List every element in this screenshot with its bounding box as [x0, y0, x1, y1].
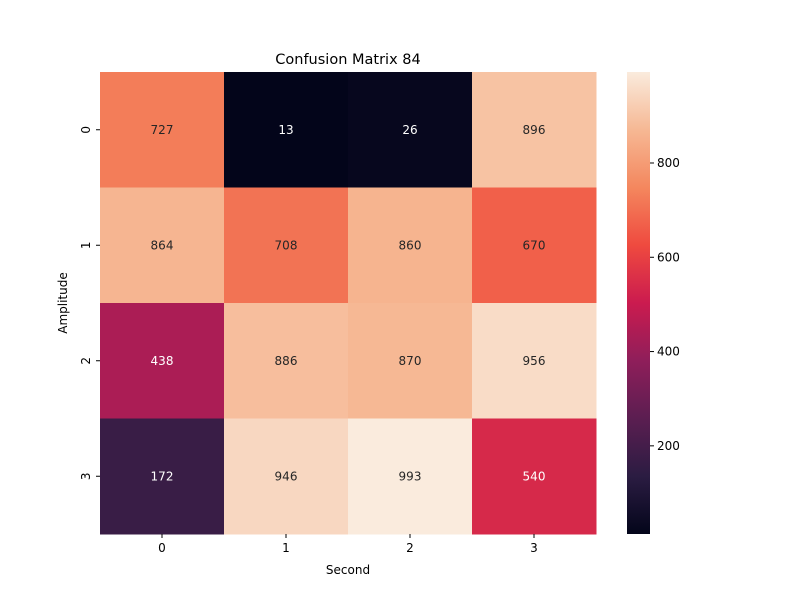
heatmap-cell	[348, 72, 473, 188]
cell-value-label: 540	[523, 469, 546, 483]
x-tick-label: 1	[282, 541, 290, 555]
heatmap-cell	[348, 303, 473, 419]
colorbar-tick-label: 200	[657, 439, 680, 453]
cell-value-label: 993	[399, 469, 422, 483]
colorbar	[627, 72, 650, 534]
heatmap-cell	[348, 187, 473, 304]
heatmap-cell	[472, 418, 597, 535]
heatmap-cell	[472, 303, 597, 419]
cell-value-label: 864	[151, 238, 174, 252]
heatmap-cell	[100, 72, 225, 188]
y-axis-label: Amplitude	[56, 272, 70, 334]
y-tick-label: 2	[79, 357, 93, 365]
y-tick-label: 3	[79, 472, 93, 480]
cell-value-label: 886	[275, 354, 298, 368]
cell-value-label: 870	[399, 354, 422, 368]
heatmap-cell-labels: 727 13 26 896 864 708 860 670 438 886 870 956 172 946…	[151, 123, 546, 484]
heatmap-cell	[100, 187, 225, 304]
x-tick-label: 0	[158, 541, 166, 555]
cell-value-label: 860	[399, 238, 422, 252]
cell-value-label: 708	[275, 238, 298, 252]
x-tick-label: 2	[406, 541, 414, 555]
heatmap-cells	[100, 72, 597, 535]
chart-title: Confusion Matrix 84	[275, 52, 420, 68]
heatmap-cell	[348, 418, 473, 535]
cell-value-label: 26	[402, 123, 417, 137]
y-tick-label: 0	[79, 126, 93, 134]
cell-value-label: 946	[275, 469, 298, 483]
y-tick-label: 1	[79, 241, 93, 249]
heatmap-cell	[100, 303, 225, 419]
cell-value-label: 956	[523, 354, 546, 368]
heatmap-cell	[224, 72, 349, 188]
colorbar-tick-label: 600	[657, 250, 680, 264]
cell-value-label: 438	[151, 354, 174, 368]
heatmap-cell	[472, 72, 597, 188]
cell-value-label: 727	[151, 123, 174, 137]
x-tick-label: 3	[530, 541, 538, 555]
heatmap-cell	[224, 303, 349, 419]
cell-value-label: 172	[151, 469, 174, 483]
colorbar-axis: 200 400 600 800	[650, 156, 680, 453]
x-axis-label: Second	[326, 563, 370, 577]
heatmap-cell	[100, 418, 225, 535]
colorbar-tick-label: 800	[657, 156, 680, 170]
cell-value-label: 13	[278, 123, 293, 137]
heatmap-cell	[224, 418, 349, 535]
y-axis: 0 1 2 3	[79, 126, 100, 480]
colorbar-tick-label: 400	[657, 345, 680, 359]
heatmap-cell	[224, 187, 349, 304]
x-axis: 0 1 2 3	[158, 534, 538, 555]
cell-value-label: 670	[523, 238, 546, 252]
heatmap-cell	[472, 187, 597, 304]
cell-value-label: 896	[523, 123, 546, 137]
